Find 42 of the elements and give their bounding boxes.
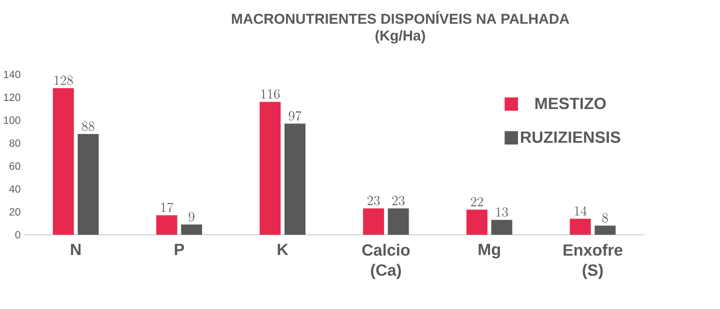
x-tick-label: Calcio (Ca) xyxy=(362,244,410,279)
data-label: 17 xyxy=(161,202,174,212)
data-label: 22 xyxy=(470,196,483,206)
bar xyxy=(466,209,488,235)
y-tick-label: 40 xyxy=(9,185,20,193)
bar xyxy=(363,208,384,235)
data-label: 88 xyxy=(82,121,94,131)
y-tick-label: 0 xyxy=(15,230,20,238)
data-label: 23 xyxy=(392,196,405,206)
chart-subtitle: (Kg/Ha) xyxy=(376,30,426,44)
bar xyxy=(491,220,512,235)
y-tick-label: 60 xyxy=(10,162,20,170)
bar xyxy=(156,215,178,235)
bar xyxy=(78,134,99,235)
y-tick-label: 100 xyxy=(4,116,20,124)
y-tick-label: 80 xyxy=(9,139,20,147)
x-tick-label: Enxofre (S) xyxy=(564,244,622,279)
data-label: 23 xyxy=(367,196,380,206)
x-tick-label: Mg xyxy=(478,244,500,258)
data-label: 116 xyxy=(261,89,280,99)
bar xyxy=(284,124,306,235)
data-label: 14 xyxy=(574,206,587,216)
bar xyxy=(388,208,409,235)
chart-title: MACRONUTRIENTES DISPONÍVEIS NA PALHADA xyxy=(232,10,570,24)
x-tick-label: N xyxy=(71,244,81,255)
bar xyxy=(594,226,616,235)
legend-label: RUZIZIENSIS xyxy=(520,131,620,143)
bar xyxy=(260,102,281,235)
x-tick-label: K xyxy=(278,244,288,255)
bar xyxy=(181,224,202,235)
legend-label: MESTIZO xyxy=(535,98,606,110)
data-label: 8 xyxy=(602,213,608,222)
data-label: 13 xyxy=(496,207,508,217)
x-tick-label: P xyxy=(174,244,184,255)
y-tick-label: 140 xyxy=(4,70,20,78)
y-tick-label: 120 xyxy=(4,94,20,101)
data-label: 128 xyxy=(54,76,73,85)
data-label: 97 xyxy=(288,110,302,120)
bar xyxy=(570,218,591,235)
bar xyxy=(52,88,74,235)
data-label: 9 xyxy=(188,212,194,222)
y-tick-label: 20 xyxy=(10,208,20,216)
